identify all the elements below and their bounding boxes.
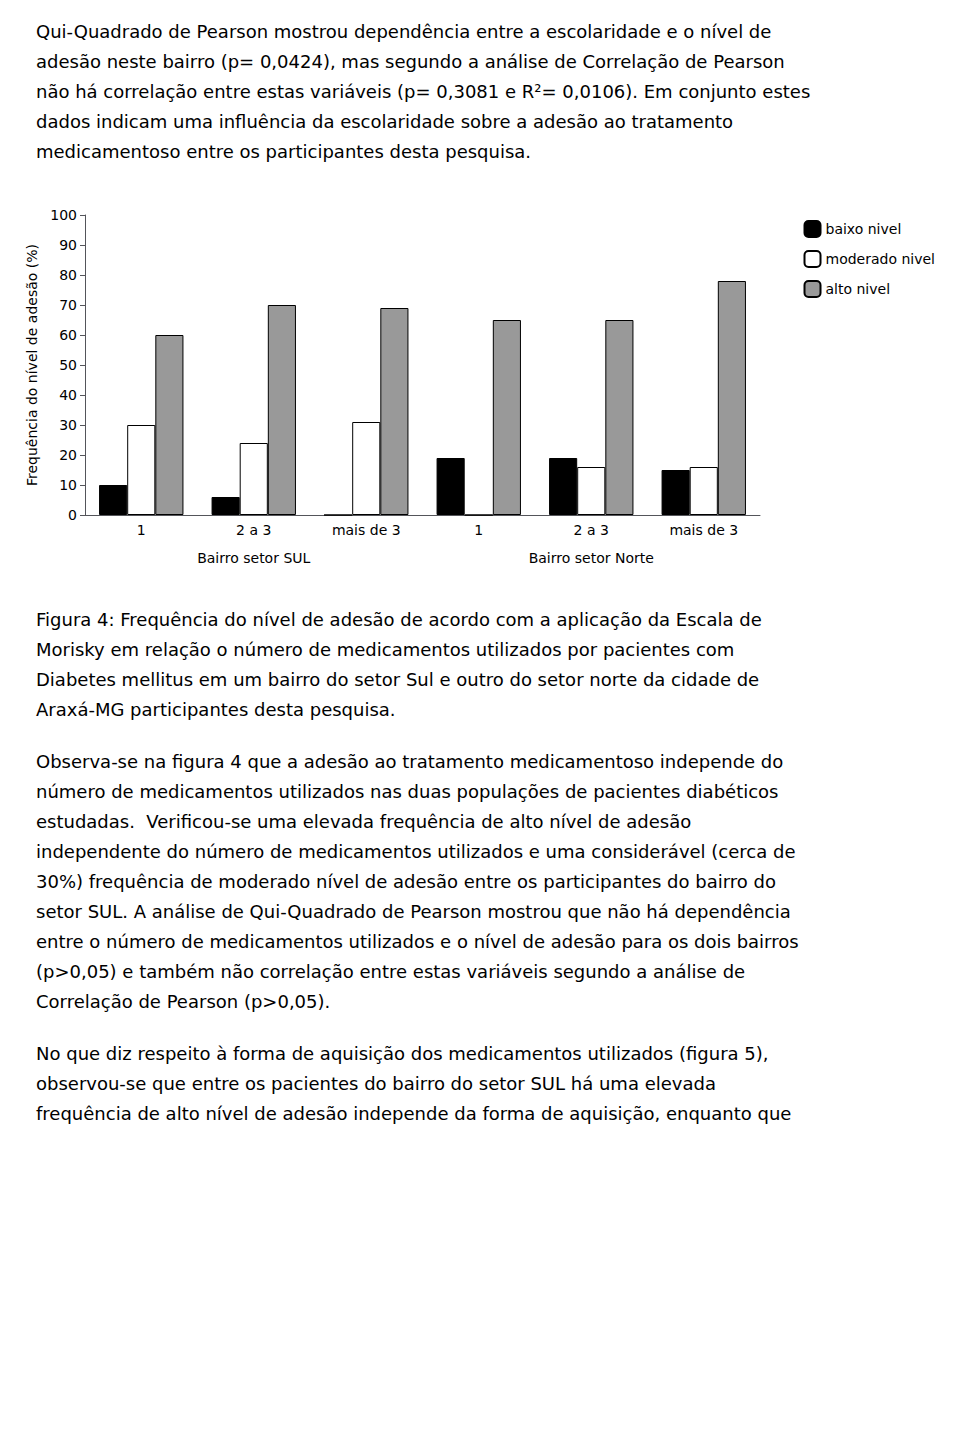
svg-text:moderado nivel: moderado nivel	[826, 251, 936, 267]
svg-text:Frequência do nível de adesão: Frequência do nível de adesão (%)	[24, 244, 40, 486]
svg-text:2 a 3: 2 a 3	[236, 522, 271, 538]
svg-text:No que diz respeito à forma de: No que diz respeito à forma de aquisição…	[36, 1043, 769, 1064]
svg-text:1: 1	[474, 522, 483, 538]
svg-text:entre o número de medicamentos: entre o número de medicamentos utilizado…	[36, 931, 799, 952]
svg-text:setor SUL. A análise de Qui-Qu: setor SUL. A análise de Qui-Quadrado de …	[36, 901, 791, 922]
svg-text:100: 100	[50, 207, 77, 223]
svg-text:não há correlação entre estas: não há correlação entre estas variáveis …	[36, 81, 810, 102]
svg-text:Bairro setor SUL: Bairro setor SUL	[197, 550, 310, 566]
svg-text:90: 90	[59, 237, 77, 253]
svg-text:(p>0,05) e também não correlaç: (p>0,05) e também não correlação entre e…	[36, 961, 745, 982]
svg-text:Observa-se na figura 4 que a a: Observa-se na figura 4 que a adesão ao t…	[36, 751, 783, 772]
svg-text:Qui-Quadrado de Pearson mostro: Qui-Quadrado de Pearson mostrou dependên…	[36, 21, 771, 42]
svg-text:80: 80	[59, 267, 77, 283]
svg-text:Bairro setor Norte: Bairro setor Norte	[529, 550, 654, 566]
svg-text:adesão neste bairro (p= 0,0424: adesão neste bairro (p= 0,0424), mas seg…	[36, 51, 785, 72]
svg-text:Correlação de Pearson (p>0,05): Correlação de Pearson (p>0,05).	[36, 991, 330, 1012]
svg-text:1: 1	[137, 522, 146, 538]
svg-text:30: 30	[59, 417, 77, 433]
svg-text:30%) frequência de moderado ní: 30%) frequência de moderado nível de ade…	[36, 871, 776, 892]
svg-text:50: 50	[59, 357, 77, 373]
svg-text:frequência de alto nível de ad: frequência de alto nível de adesão indep…	[36, 1103, 791, 1124]
svg-text:medicamentoso entre os partici: medicamentoso entre os participantes des…	[36, 141, 531, 162]
svg-text:estudadas. Verificou-se uma e: estudadas. Verificou-se uma elevada freq…	[36, 811, 691, 832]
svg-text:Morisky em relação o número de: Morisky em relação o número de medicamen…	[36, 639, 734, 660]
svg-text:dados indicam uma influência d: dados indicam uma influência da escolari…	[36, 111, 733, 132]
svg-text:baixo nivel: baixo nivel	[826, 221, 902, 237]
svg-text:10: 10	[59, 477, 77, 493]
svg-text:Diabetes mellitus em um bairro: Diabetes mellitus em um bairro do setor …	[36, 669, 759, 690]
svg-text:Figura 4: Frequência do nível: Figura 4: Frequência do nível de adesão …	[36, 609, 762, 630]
svg-text:20: 20	[59, 447, 77, 463]
svg-text:observou-se que entre os pacie: observou-se que entre os pacientes do ba…	[36, 1073, 716, 1094]
svg-text:40: 40	[59, 387, 77, 403]
svg-text:60: 60	[59, 327, 77, 343]
svg-text:mais de 3: mais de 3	[332, 522, 401, 538]
svg-text:independente do número de medi: independente do número de medicamentos u…	[36, 841, 795, 862]
svg-text:70: 70	[59, 297, 77, 313]
svg-text:Araxá-MG participantes desta p: Araxá-MG participantes desta pesquisa.	[36, 699, 396, 720]
svg-text:0: 0	[68, 507, 77, 523]
svg-text:alto nivel: alto nivel	[826, 281, 891, 297]
svg-text:2 a 3: 2 a 3	[574, 522, 609, 538]
svg-text:número de medicamentos utiliza: número de medicamentos utilizados nas du…	[36, 781, 779, 802]
svg-text:mais de 3: mais de 3	[669, 522, 738, 538]
